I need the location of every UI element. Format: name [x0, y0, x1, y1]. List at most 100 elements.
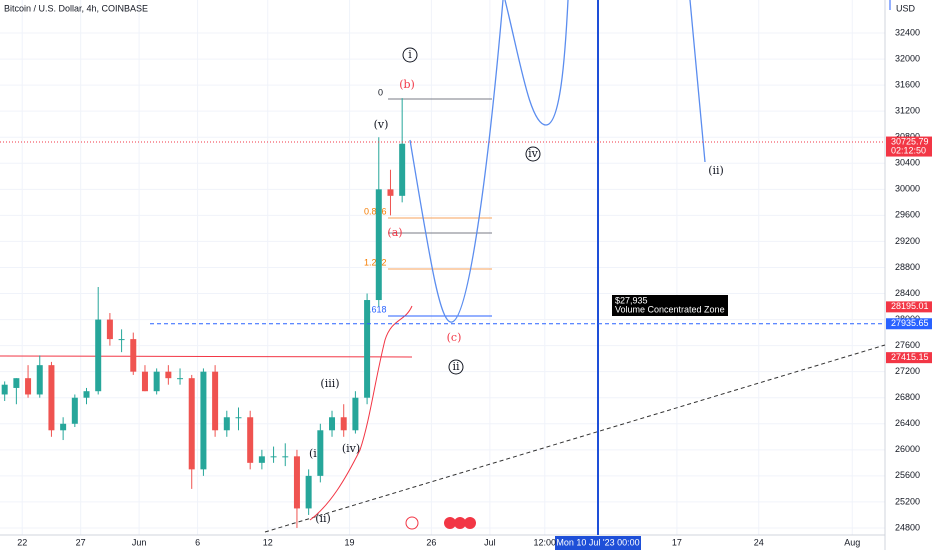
- candle-body: [247, 417, 254, 463]
- wave-label: (v): [374, 118, 389, 131]
- price-tag: [886, 318, 932, 330]
- candle-body: [48, 365, 55, 431]
- wave-circle: [448, 359, 464, 375]
- x-tick-label: 12: [263, 537, 273, 547]
- wave-circle: [402, 47, 418, 63]
- fib-label: 1.618: [364, 304, 387, 314]
- zone-box: [612, 295, 728, 316]
- wave-labels: i (b) (v) iv (ii) (a) (c) ii (iii) (iv) …: [309, 47, 724, 525]
- event-icon[interactable]: [444, 517, 456, 529]
- candle-body: [165, 371, 172, 379]
- y-tick-label: 28800: [895, 262, 920, 272]
- y-tick-label: 25200: [895, 496, 920, 506]
- candle-body: [130, 339, 137, 372]
- candle-body: [223, 417, 230, 431]
- wave-label: ii: [452, 360, 460, 373]
- candle-body: [106, 319, 113, 340]
- wave-label: (iii): [320, 377, 339, 390]
- candle-body: [387, 189, 394, 196]
- candle-body: [352, 397, 359, 431]
- candle-body: [153, 371, 160, 392]
- candle-body: [141, 371, 148, 392]
- x-tick-label: 24: [754, 537, 764, 547]
- y-tick-label: 29600: [895, 210, 920, 220]
- currency: USD: [896, 3, 916, 13]
- event-icon[interactable]: [464, 517, 476, 529]
- candle-body: [177, 378, 184, 380]
- candle-body: [270, 456, 277, 458]
- candle-body: [305, 475, 312, 509]
- candle-body: [36, 365, 43, 395]
- price-tag: [886, 136, 932, 157]
- y-tick-label: 28400: [895, 288, 920, 298]
- wave-label: (a): [387, 226, 402, 239]
- price-tag-sub: 02:12:50: [891, 145, 926, 155]
- fib-label: 0: [378, 87, 383, 97]
- candle-body: [375, 189, 382, 301]
- wave-label: (c): [447, 331, 462, 344]
- y-tick-label: 32400: [895, 27, 920, 37]
- wave-label: (ii): [708, 164, 724, 177]
- x-tick-label: Jun: [132, 537, 147, 547]
- y-tick-label: 29200: [895, 236, 920, 246]
- wave-label: iv: [528, 147, 539, 160]
- price-tag-label: 30725.79: [891, 136, 929, 146]
- y-tick-label: 25600: [895, 470, 920, 480]
- candle-body: [60, 423, 67, 431]
- candle-body: [212, 371, 219, 431]
- x-tick-label: 12:00: [534, 537, 557, 547]
- price-grid: [0, 0, 885, 535]
- candle-body: [235, 417, 242, 419]
- wave-circle: [525, 146, 541, 162]
- cursor-time-label: Mon 10 Jul '23 00:00: [556, 537, 639, 547]
- candle-body: [399, 143, 406, 196]
- price-tag-label: 28195.01: [891, 301, 929, 311]
- candle-body: [364, 300, 371, 398]
- y-tick-label: 30400: [895, 158, 920, 168]
- y-tick-label: 26800: [895, 392, 920, 402]
- chart-title: Bitcoin / U.S. Dollar, 4h, COINBASE: [4, 3, 148, 13]
- candle-body: [340, 417, 347, 431]
- zone-price: $27,935: [615, 295, 648, 305]
- wave-label: (b): [399, 78, 415, 91]
- x-tick-label: Jul: [484, 537, 496, 547]
- projection-path: [409, 0, 706, 323]
- fib-label: 1.272: [364, 257, 387, 267]
- wave-label: (iv): [342, 442, 360, 455]
- x-tick-label: Aug: [844, 537, 860, 547]
- y-tick-label: 27200: [895, 366, 920, 376]
- candle-body: [83, 391, 90, 398]
- candle-body: [200, 371, 207, 470]
- cursor-time-box: [555, 536, 641, 550]
- price-tag: [886, 352, 932, 364]
- price-tag: [886, 301, 932, 313]
- event-icon[interactable]: [405, 516, 419, 530]
- wave-label: (ii): [315, 512, 331, 525]
- candle-body: [13, 378, 20, 388]
- candle-body: [71, 397, 78, 424]
- trend-line: [264, 344, 886, 533]
- candle-body: [188, 378, 195, 470]
- x-tick-label: 19: [345, 537, 355, 547]
- y-tick-label: 26000: [895, 444, 920, 454]
- support-line: [0, 355, 413, 358]
- candle-body: [329, 417, 336, 431]
- y-tick-label: 27600: [895, 340, 920, 350]
- x-tick-label: 26: [426, 537, 436, 547]
- candle-body: [25, 378, 32, 395]
- x-tick-label: 27: [76, 537, 86, 547]
- event-icon[interactable]: [454, 517, 466, 529]
- y-tick-label: 31200: [895, 106, 920, 116]
- price-tag-label: 27935.65: [891, 318, 929, 328]
- y-tick-label: 31600: [895, 79, 920, 89]
- candle-body: [95, 319, 102, 392]
- x-tick-label: 17: [672, 537, 682, 547]
- candle-body: [317, 430, 324, 476]
- fib-label: 0.886: [364, 206, 387, 216]
- zone-label: Volume Concentrated Zone: [615, 304, 725, 314]
- wave-label: i: [408, 48, 412, 61]
- candle-body: [282, 456, 289, 458]
- y-tick-label: 30000: [895, 184, 920, 194]
